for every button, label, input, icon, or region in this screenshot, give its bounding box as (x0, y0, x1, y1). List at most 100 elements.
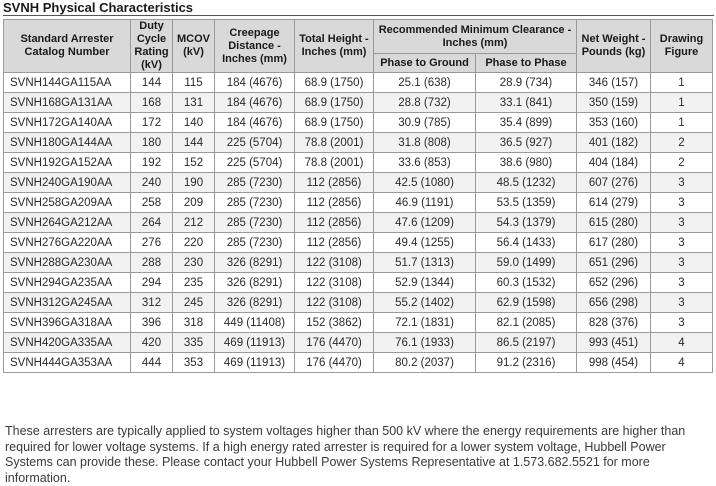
cell-mcov: 131 (172, 92, 215, 113)
cell-mcov: 209 (172, 192, 215, 213)
cell-catalog-number: SVNH258GA209AA (3, 192, 131, 213)
header-phase-to-ground: Phase to Ground (373, 53, 476, 73)
table-row: SVNH168GA131AA 168 131 184 (4676) 68.9 (1750… (3, 92, 713, 113)
cell-catalog-number: SVNH168GA131AA (3, 92, 131, 113)
cell-total-height: 176 (4470) (294, 352, 374, 373)
cell-net-weight: 998 (454) (576, 352, 651, 373)
cell-drawing-figure: 1 (650, 112, 713, 133)
cell-duty-cycle: 294 (130, 272, 173, 293)
cell-total-height: 122 (3108) (294, 252, 374, 273)
cell-phase-to-ground: 25.1 (638) (373, 72, 476, 93)
cell-creepage: 326 (8291) (214, 272, 295, 293)
cell-net-weight: 652 (296) (576, 272, 651, 293)
cell-duty-cycle: 288 (130, 252, 173, 273)
cell-catalog-number: SVNH420GA335AA (3, 332, 131, 353)
cell-mcov: 212 (172, 212, 215, 233)
cell-net-weight: 651 (296) (576, 252, 651, 273)
cell-mcov: 190 (172, 172, 215, 193)
table-body: SVNH144GA115AA 144 115 184 (4676) 68.9 (1750… (3, 72, 713, 373)
cell-catalog-number: SVNH276GA220AA (3, 232, 131, 253)
header-phase-to-phase: Phase to Phase (475, 53, 577, 73)
cell-phase-to-phase: 54.3 (1379) (475, 212, 577, 233)
cell-total-height: 112 (2856) (294, 192, 374, 213)
table-row: SVNH312GA245AA 312 245 326 (8291) 122 (3108)… (3, 292, 713, 313)
table-row: SVNH444GA353AA 444 353 469 (11913) 176 (4470… (3, 352, 713, 373)
table-row: SVNH258GA209AA 258 209 285 (7230) 112 (2856)… (3, 192, 713, 213)
cell-drawing-figure: 1 (650, 92, 713, 113)
table-row: SVNH192GA152AA 192 152 225 (5704) 78.8 (2001… (3, 152, 713, 173)
header-mcov: MCOV (kV) (172, 19, 215, 73)
cell-phase-to-ground: 49.4 (1255) (373, 232, 476, 253)
table-row: SVNH294GA235AA 294 235 326 (8291) 122 (3108)… (3, 272, 713, 293)
cell-net-weight: 404 (184) (576, 152, 651, 173)
cell-phase-to-phase: 53.5 (1359) (475, 192, 577, 213)
cell-net-weight: 350 (159) (576, 92, 651, 113)
cell-duty-cycle: 240 (130, 172, 173, 193)
cell-drawing-figure: 3 (650, 272, 713, 293)
cell-phase-to-phase: 86.5 (2197) (475, 332, 577, 353)
header-catalog-number: Standard Arrester Catalog Number (3, 19, 131, 73)
table-row: SVNH144GA115AA 144 115 184 (4676) 68.9 (1750… (3, 72, 713, 93)
cell-phase-to-phase: 28.9 (734) (475, 72, 577, 93)
cell-duty-cycle: 180 (130, 132, 173, 153)
cell-drawing-figure: 3 (650, 172, 713, 193)
table-row: SVNH420GA335AA 420 335 469 (11913) 176 (4470… (3, 332, 713, 353)
cell-duty-cycle: 144 (130, 72, 173, 93)
cell-drawing-figure: 3 (650, 192, 713, 213)
cell-total-height: 176 (4470) (294, 332, 374, 353)
cell-duty-cycle: 172 (130, 112, 173, 133)
cell-drawing-figure: 3 (650, 232, 713, 253)
cell-creepage: 184 (4676) (214, 112, 295, 133)
cell-phase-to-phase: 33.1 (841) (475, 92, 577, 113)
cell-drawing-figure: 3 (650, 212, 713, 233)
cell-duty-cycle: 312 (130, 292, 173, 313)
cell-catalog-number: SVNH288GA230AA (3, 252, 131, 273)
cell-total-height: 112 (2856) (294, 232, 374, 253)
cell-catalog-number: SVNH312GA245AA (3, 292, 131, 313)
cell-phase-to-ground: 30.9 (785) (373, 112, 476, 133)
cell-mcov: 235 (172, 272, 215, 293)
cell-catalog-number: SVNH192GA152AA (3, 152, 131, 173)
cell-net-weight: 614 (279) (576, 192, 651, 213)
cell-total-height: 112 (2856) (294, 172, 374, 193)
cell-mcov: 140 (172, 112, 215, 133)
cell-phase-to-phase: 82.1 (2085) (475, 312, 577, 333)
cell-phase-to-ground: 55.2 (1402) (373, 292, 476, 313)
characteristics-table: Standard Arrester Catalog Number Duty Cy… (3, 19, 713, 373)
cell-phase-to-phase: 59.0 (1499) (475, 252, 577, 273)
cell-creepage: 469 (11913) (214, 352, 295, 373)
cell-phase-to-phase: 36.5 (927) (475, 132, 577, 153)
cell-creepage: 184 (4676) (214, 92, 295, 113)
cell-drawing-figure: 3 (650, 312, 713, 333)
cell-total-height: 112 (2856) (294, 212, 374, 233)
cell-drawing-figure: 4 (650, 352, 713, 373)
cell-total-height: 78.8 (2001) (294, 152, 374, 173)
cell-phase-to-ground: 52.9 (1344) (373, 272, 476, 293)
cell-creepage: 285 (7230) (214, 192, 295, 213)
cell-catalog-number: SVNH144GA115AA (3, 72, 131, 93)
cell-duty-cycle: 444 (130, 352, 173, 373)
cell-drawing-figure: 3 (650, 252, 713, 273)
cell-creepage: 225 (5704) (214, 152, 295, 173)
cell-duty-cycle: 258 (130, 192, 173, 213)
table-row: SVNH264GA212AA 264 212 285 (7230) 112 (2856)… (3, 212, 713, 233)
cell-total-height: 78.8 (2001) (294, 132, 374, 153)
header-net-weight: Net Weight - Pounds (kg) (576, 19, 651, 73)
cell-phase-to-phase: 35.4 (899) (475, 112, 577, 133)
cell-catalog-number: SVNH264GA212AA (3, 212, 131, 233)
table-row: SVNH276GA220AA 276 220 285 (7230) 112 (2856)… (3, 232, 713, 253)
cell-net-weight: 346 (157) (576, 72, 651, 93)
cell-net-weight: 828 (376) (576, 312, 651, 333)
cell-mcov: 335 (172, 332, 215, 353)
cell-mcov: 230 (172, 252, 215, 273)
cell-duty-cycle: 276 (130, 232, 173, 253)
cell-drawing-figure: 3 (650, 292, 713, 313)
cell-net-weight: 607 (276) (576, 172, 651, 193)
header-creepage: Creepage Distance - Inches (mm) (214, 19, 295, 73)
cell-mcov: 144 (172, 132, 215, 153)
table-row: SVNH240GA190AA 240 190 285 (7230) 112 (2856)… (3, 172, 713, 193)
cell-catalog-number: SVNH240GA190AA (3, 172, 131, 193)
table-row: SVNH288GA230AA 288 230 326 (8291) 122 (3108)… (3, 252, 713, 273)
header-total-height: Total Height - Inches (mm) (294, 19, 374, 73)
cell-mcov: 152 (172, 152, 215, 173)
